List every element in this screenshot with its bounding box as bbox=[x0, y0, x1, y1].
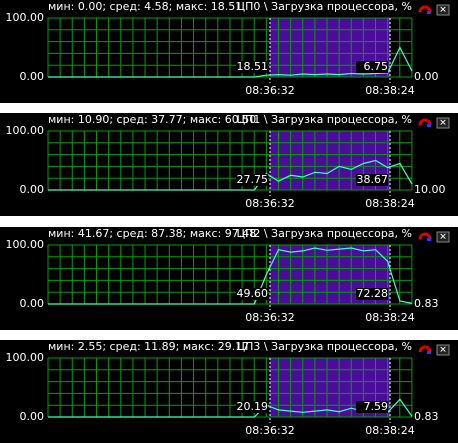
cursor-value-box bbox=[236, 288, 268, 300]
y-tick-label: 0.00 bbox=[20, 410, 45, 423]
stats-header: мин: 41.67; сред: 87.38; макс: 97.48 bbox=[48, 227, 256, 240]
cursor-time: 08:38:24 bbox=[365, 424, 414, 437]
panel: мин: 10.90; сред: 37.77; макс: 60.50ЦП1 … bbox=[0, 113, 458, 216]
current-value: 0.83 bbox=[414, 297, 439, 310]
cursor-value-box bbox=[356, 401, 388, 413]
panel-title: ЦП3 \ Загрузка процессора, % bbox=[237, 340, 412, 353]
stop-glyph: ✕ bbox=[439, 119, 447, 129]
panel-title: ЦП1 \ Загрузка процессора, % bbox=[237, 113, 412, 126]
stats-header: мин: 2.55; сред: 11.89; макс: 29.17 bbox=[48, 340, 249, 353]
magnet-tip bbox=[427, 238, 431, 241]
cursor-value-box bbox=[356, 174, 388, 186]
y-tick-label: 100.00 bbox=[6, 238, 45, 251]
magnet-tip bbox=[427, 11, 431, 14]
y-tick-label: 0.00 bbox=[20, 297, 45, 310]
cursor-time: 08:38:24 bbox=[365, 197, 414, 210]
stop-icon bbox=[436, 117, 450, 129]
cursor-time: 08:36:32 bbox=[245, 84, 294, 97]
magnet-tip bbox=[427, 124, 431, 127]
panel-title: ЦП0 \ Загрузка процессора, % bbox=[237, 0, 412, 13]
magnet-icon bbox=[418, 345, 432, 353]
current-value: 0.00 bbox=[414, 70, 439, 83]
stats-header: мин: 10.90; сред: 37.77; макс: 60.50 bbox=[48, 113, 256, 126]
stop-icon bbox=[436, 4, 450, 16]
cpu-load-line bbox=[48, 247, 413, 305]
cpu-load-line bbox=[48, 46, 413, 78]
cursor-time: 08:38:24 bbox=[365, 84, 414, 97]
panel: мин: 41.67; сред: 87.38; макс: 97.48ЦП2 … bbox=[0, 227, 458, 330]
cursor-time: 08:36:32 bbox=[245, 311, 294, 324]
current-value: 10.00 bbox=[414, 183, 446, 196]
cpu-load-line bbox=[48, 398, 413, 418]
cursor-value: 49.60 bbox=[237, 287, 269, 300]
y-tick-label: 0.00 bbox=[20, 183, 45, 196]
stop-glyph: ✕ bbox=[439, 233, 447, 243]
stop-glyph: ✕ bbox=[439, 6, 447, 16]
stop-glyph: ✕ bbox=[439, 346, 447, 356]
cursor-value-box bbox=[236, 61, 268, 73]
magnet-tip bbox=[427, 351, 431, 354]
cursor-value-box bbox=[356, 61, 388, 73]
cursor-value-box bbox=[236, 174, 268, 186]
cursor-value: 27.75 bbox=[237, 173, 269, 186]
cursor-value-box bbox=[356, 288, 388, 300]
cursor-value: 6.75 bbox=[364, 60, 389, 73]
magnet-icon bbox=[418, 118, 432, 126]
cursor-value-box bbox=[236, 401, 268, 413]
cursor-value: 38.67 bbox=[357, 173, 389, 186]
panel-title: ЦП2 \ Загрузка процессора, % bbox=[237, 227, 412, 240]
y-tick-label: 100.00 bbox=[6, 351, 45, 364]
cursor-time: 08:36:32 bbox=[245, 424, 294, 437]
current-value: 0.83 bbox=[414, 410, 439, 423]
stats-header: мин: 0.00; сред: 4.58; макс: 18.51 bbox=[48, 0, 242, 13]
y-tick-label: 0.00 bbox=[20, 70, 45, 83]
cursor-value: 72.28 bbox=[357, 287, 389, 300]
cpu-load-line bbox=[48, 159, 413, 191]
stop-icon bbox=[436, 344, 450, 356]
magnet-icon bbox=[418, 232, 432, 240]
cursor-value: 18.51 bbox=[237, 60, 269, 73]
cursor-value: 7.59 bbox=[364, 400, 389, 413]
cursor-time: 08:36:32 bbox=[245, 197, 294, 210]
y-tick-label: 100.00 bbox=[6, 124, 45, 137]
cursor-value: 20.19 bbox=[237, 400, 269, 413]
cursor-time: 08:38:24 bbox=[365, 311, 414, 324]
magnet-icon bbox=[418, 5, 432, 13]
stop-icon bbox=[436, 231, 450, 243]
y-tick-label: 100.00 bbox=[6, 11, 45, 24]
